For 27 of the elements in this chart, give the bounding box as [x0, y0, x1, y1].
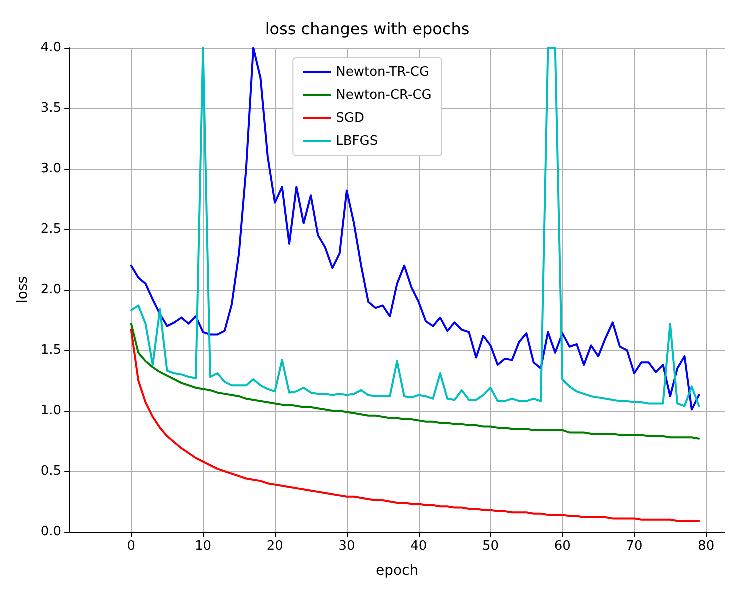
x-tick-label: 80 — [698, 539, 715, 554]
x-tick-label: 40 — [410, 539, 428, 554]
y-tick-label: 1.0 — [40, 404, 62, 418]
y-tick-label: 3.5 — [40, 101, 62, 116]
line-series — [130, 322, 700, 440]
x-tick-label: 30 — [338, 539, 356, 554]
y-tick-label: 1.5 — [40, 343, 62, 358]
x-tick-label: 10 — [194, 539, 212, 554]
x-tick-label: 20 — [266, 539, 284, 554]
chart-title: loss changes with epochs — [265, 20, 470, 38]
y-tick-label: 0.5 — [40, 464, 62, 479]
line-series — [130, 328, 700, 522]
y-tick-label: 0.0 — [40, 524, 62, 540]
legend-label: SGD — [336, 111, 364, 126]
y-tick-label: 4.0 — [40, 40, 62, 56]
y-axis-title: loss — [15, 276, 31, 304]
x-axis-title: epoch — [376, 563, 419, 579]
legend-label: Newton-TR-CG — [336, 65, 430, 80]
x-tick-label: 60 — [554, 539, 571, 554]
x-tick-label: 70 — [626, 539, 643, 554]
y-tick-label: 3.0 — [40, 162, 62, 176]
x-tick-label: 0 — [127, 539, 136, 554]
legend-label: Newton-CR-CG — [336, 88, 432, 103]
y-tick-label: 2.5 — [40, 222, 62, 237]
legend-label: LBFGS — [336, 134, 378, 149]
x-tick-label: 50 — [482, 539, 499, 554]
y-tick-label: 2.0 — [40, 282, 62, 298]
